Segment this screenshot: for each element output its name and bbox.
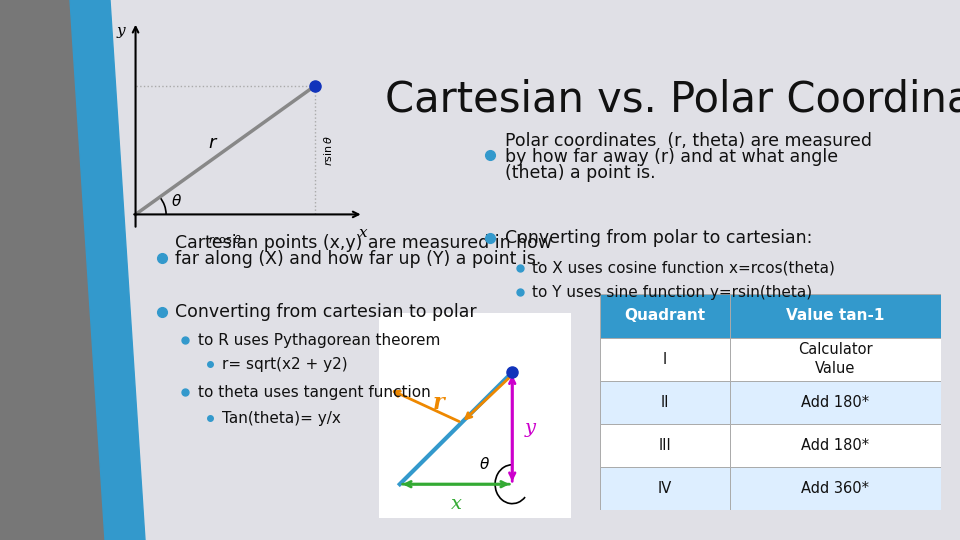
Bar (730, 294, 941, 338)
Text: II: II (660, 395, 669, 410)
Text: Converting from polar to cartesian:: Converting from polar to cartesian: (505, 229, 812, 247)
Bar (600, 338, 730, 381)
Bar (600, 467, 730, 510)
Text: Cartesian vs. Polar Coordinates: Cartesian vs. Polar Coordinates (385, 79, 960, 121)
Text: $r\cos\theta$: $r\cos\theta$ (208, 233, 242, 245)
Text: r= sqrt(x2 + y2): r= sqrt(x2 + y2) (222, 356, 348, 372)
Text: Polar coordinates  (r, theta) are measured: Polar coordinates (r, theta) are measure… (505, 132, 872, 150)
Text: by how far away (r) and at what angle: by how far away (r) and at what angle (505, 148, 838, 166)
Text: x: x (450, 495, 462, 514)
Bar (730, 467, 941, 510)
Text: Converting from cartesian to polar: Converting from cartesian to polar (175, 303, 476, 321)
Text: Cartesian points (x,y) are measured in how: Cartesian points (x,y) are measured in h… (175, 234, 552, 252)
Bar (600, 294, 730, 338)
Text: $\theta$: $\theta$ (479, 456, 491, 472)
Text: r: r (432, 393, 444, 414)
Text: IV: IV (658, 481, 672, 496)
Text: to X uses cosine function x=rcos(theta): to X uses cosine function x=rcos(theta) (532, 260, 835, 275)
Text: to R uses Pythagorean theorem: to R uses Pythagorean theorem (198, 333, 441, 348)
Text: y: y (117, 24, 126, 38)
Text: III: III (659, 438, 671, 453)
Text: Add 360*: Add 360* (802, 481, 869, 496)
Text: Quadrant: Quadrant (624, 308, 706, 323)
Text: $\theta$: $\theta$ (171, 193, 181, 209)
Text: (theta) a point is.: (theta) a point is. (505, 164, 656, 182)
Polygon shape (70, 0, 145, 540)
Text: x: x (359, 226, 368, 240)
Text: $r\sin\theta$: $r\sin\theta$ (322, 135, 334, 166)
Text: I: I (662, 352, 667, 367)
Bar (730, 338, 941, 381)
Polygon shape (0, 0, 110, 540)
Bar (730, 424, 941, 467)
Text: Value tan-1: Value tan-1 (786, 308, 884, 323)
Text: y: y (524, 419, 536, 437)
Text: to theta uses tangent function: to theta uses tangent function (198, 384, 431, 400)
Bar (600, 381, 730, 424)
Text: far along (X) and how far up (Y) a point is.: far along (X) and how far up (Y) a point… (175, 250, 541, 268)
Bar (600, 424, 730, 467)
Text: Tan(theta)= y/x: Tan(theta)= y/x (222, 410, 341, 426)
Text: to Y uses sine function y=rsin(theta): to Y uses sine function y=rsin(theta) (532, 285, 812, 300)
Text: Calculator
Value: Calculator Value (798, 342, 873, 376)
Text: $r$: $r$ (207, 134, 218, 152)
Text: Add 180*: Add 180* (801, 395, 869, 410)
Bar (730, 381, 941, 424)
Text: Add 180*: Add 180* (801, 438, 869, 453)
